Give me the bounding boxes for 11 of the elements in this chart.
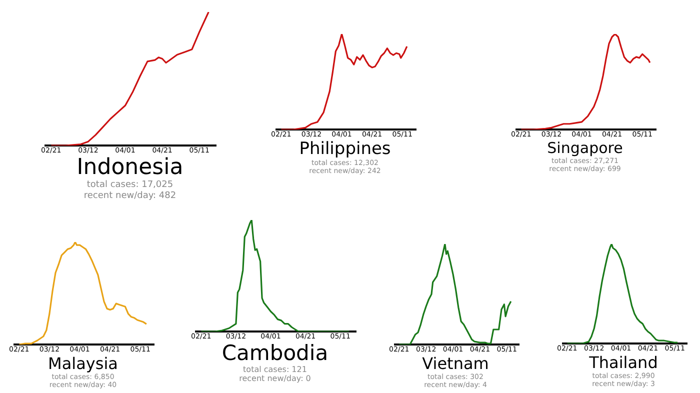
text: Vietnam [421,354,490,373]
text: Indonesia [76,155,184,180]
text: total cases: 17,025 [86,180,174,191]
text: Malaysia [47,354,119,373]
text: recent new/day: 0 [238,374,312,384]
text: Singapore [546,139,624,157]
text: Thailand [588,353,659,372]
text: recent new/day: 482 [82,190,178,201]
text: total cases: 121 [242,365,308,374]
text: Philippines [298,139,392,159]
text: Cambodia [220,341,330,366]
